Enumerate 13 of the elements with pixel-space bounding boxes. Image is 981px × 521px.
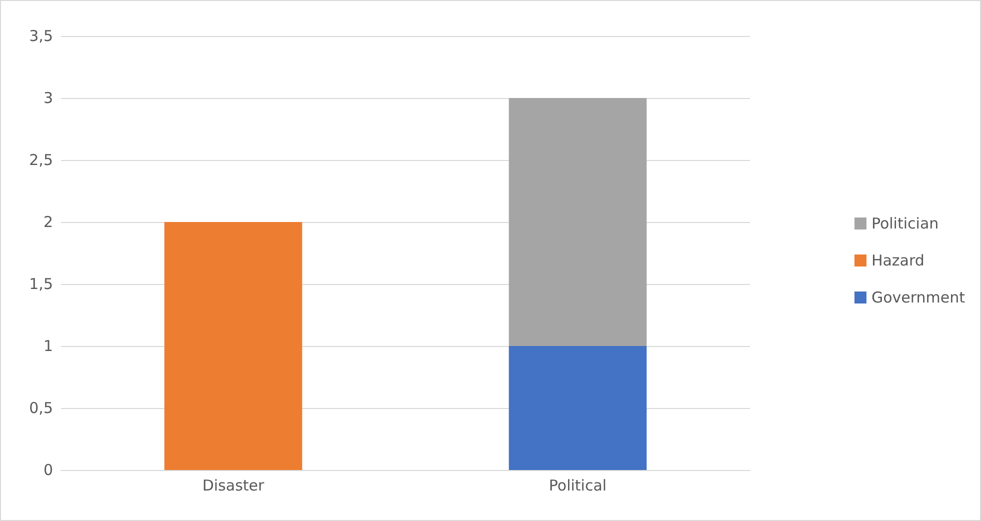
y-tick-label: 2 [43, 213, 53, 231]
legend-label: Politician [871, 214, 939, 232]
y-tick-label: 0 [43, 461, 53, 479]
y-tick-label: 1,5 [29, 275, 53, 293]
y-tick-label: 0,5 [29, 399, 53, 417]
x-tick-label: Political [548, 476, 607, 494]
legend-label: Hazard [871, 252, 924, 270]
y-tick-label: 3,5 [29, 27, 53, 45]
y-tick-label: 2,5 [29, 151, 53, 169]
y-tick-label: 1 [43, 337, 53, 355]
legend-label: Government [871, 288, 966, 306]
y-tick-label: 3 [43, 89, 53, 107]
x-tick-label: Disaster [202, 476, 265, 494]
